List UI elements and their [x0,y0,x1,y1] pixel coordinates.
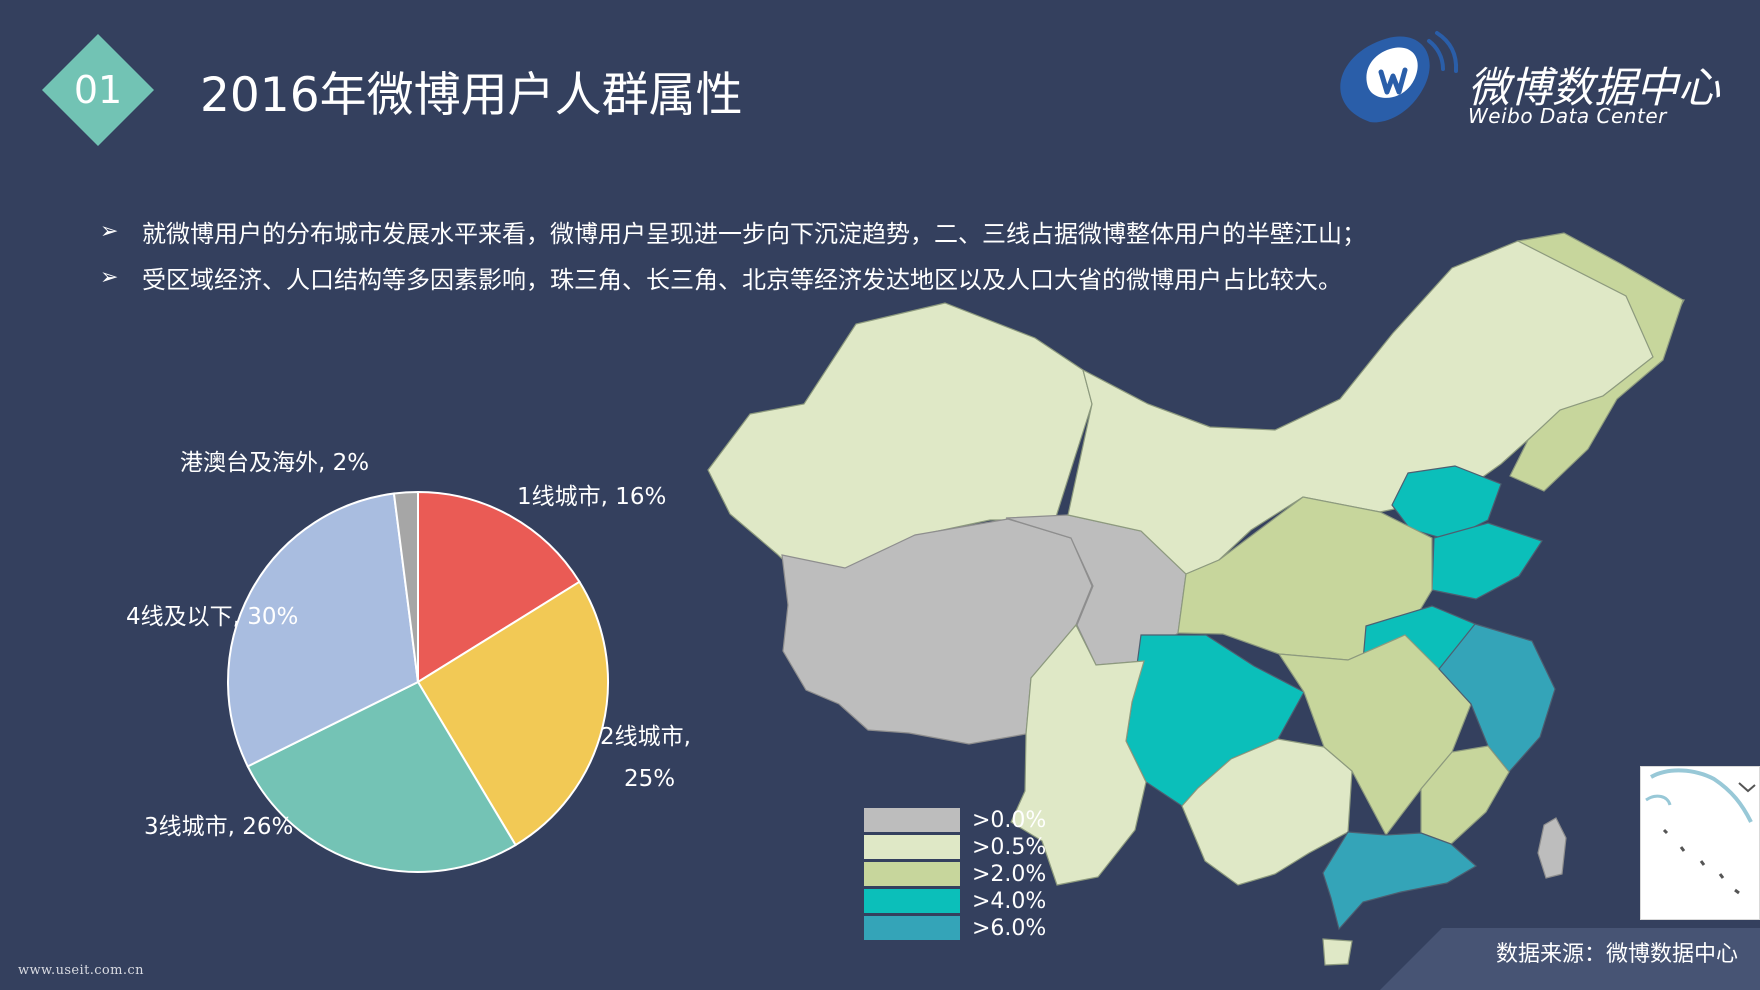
logo-subtitle: Weibo Data Center [1468,104,1667,128]
legend-label: >0.5% [972,835,1046,860]
pie-label: 1线城市, 16% [517,484,666,510]
pie-label: 3线城市, 26% [144,814,293,840]
legend-swatch [864,916,960,940]
legend-label: >6.0% [972,916,1046,941]
inset-map-graphic [1645,768,1756,895]
pie-slice [246,680,517,873]
south-china-sea-inset-map [1640,766,1760,920]
china-map [707,232,1685,966]
map-region-hainan [1322,938,1353,966]
logo-title: 微博数据中心 [1468,63,1721,112]
pie-label: 港澳台及海外, 2% [180,450,369,476]
legend-swatch [864,889,960,913]
page-title: 2016年微博用户人群属性 [200,68,743,123]
pie-label: 4线及以下, 30% [126,604,298,630]
bullet-text: 受区域经济、人口结构等多因素影响，珠三角、长三角、北京等经济发达地区以及人口大省… [142,265,1342,294]
map-region-guangdong [1322,831,1478,931]
bullet-list: ➢ 就微博用户的分布城市发展水平来看，微博用户呈现进一步向下沉淀趋势，二、三线占… [100,208,1540,300]
pie-label: 2线城市, [600,724,691,750]
legend-swatch [864,835,960,859]
map-region-northeast [1509,232,1684,492]
footer-band [1380,928,1760,990]
weibo-logo [1340,31,1459,123]
arrowhead-bullet-icon: ➢ [100,264,119,290]
map-region-shandong [1431,522,1543,600]
bullet-item: ➢ 受区域经济、人口结构等多因素影响，珠三角、长三角、北京等经济发达地区以及人口… [100,254,1540,300]
pie-slice [417,490,581,684]
map-region-southwest [1181,738,1353,886]
pie-slice [392,490,419,683]
pie-labels: 1线城市, 16% 2线城市, 25% 3线城市, 26% 4线及以下, 30% 港澳台及… [126,450,691,840]
watermark: www.useit.com.cn [18,963,144,978]
map-region-yunnan [1010,623,1147,886]
data-source: 数据来源：微博数据中心 [1495,942,1738,967]
arrowhead-bullet-icon: ➢ [100,218,119,244]
bullet-item: ➢ 就微博用户的分布城市发展水平来看，微博用户呈现进一步向下沉淀趋势，二、三线占… [100,208,1540,254]
badge-number: 01 [73,68,123,112]
pie-slice [227,492,420,768]
legend-label: >2.0% [972,862,1046,887]
legend-swatch [864,862,960,886]
pie-chart [227,490,609,873]
bullet-text: 就微博用户的分布城市发展水平来看，微博用户呈现进一步向下沉淀趋势，二、三线占据微… [142,219,1366,248]
legend-swatch [864,808,960,832]
legend-label: >0.0% [972,808,1046,833]
pie-slice [416,580,609,847]
map-legend: >0.0%>0.5%>2.0%>4.0%>6.0% [864,808,1046,941]
section-badge [42,34,154,146]
pie-label: 25% [624,766,675,792]
map-region-taiwan [1537,817,1567,879]
legend-label: >4.0% [972,889,1046,914]
